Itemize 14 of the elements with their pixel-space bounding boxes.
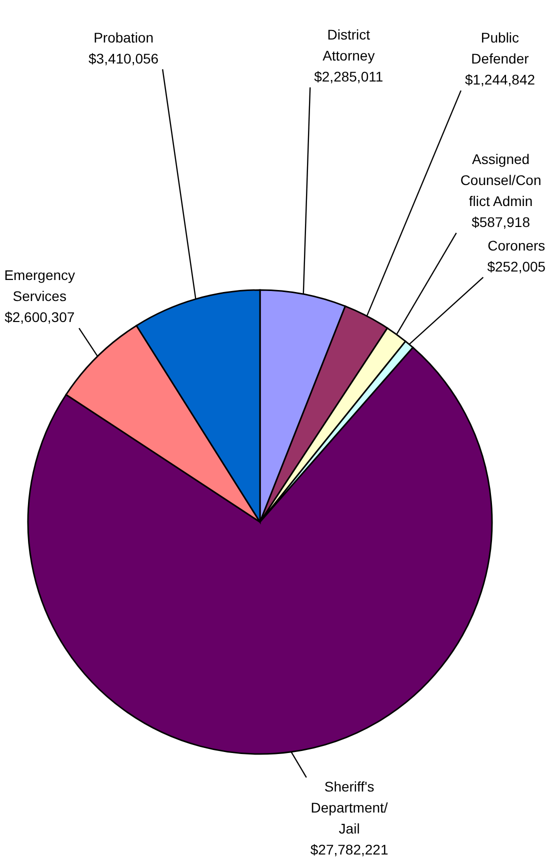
data-label: $252,005 [487,258,546,274]
data-label: $587,918 [472,214,530,230]
data-label: $1,244,842 [464,72,536,88]
slice-label: Probation [94,29,154,46]
slice-label: Emergency Services [4,267,76,304]
slice-label: Public Defender [471,30,530,67]
slice-label: Coroners [488,237,546,254]
slice-label: District Attorney [322,26,375,64]
data-label: $27,782,221 [310,841,388,858]
data-label: $2,600,307 [4,309,75,326]
slice-label: Assigned Counsel/Conflict Admin [460,150,542,209]
data-label: $3,410,056 [88,50,159,66]
slice-label: Sheriff's Department/Jail [310,778,388,836]
data-label: $2,285,011 [314,68,384,84]
